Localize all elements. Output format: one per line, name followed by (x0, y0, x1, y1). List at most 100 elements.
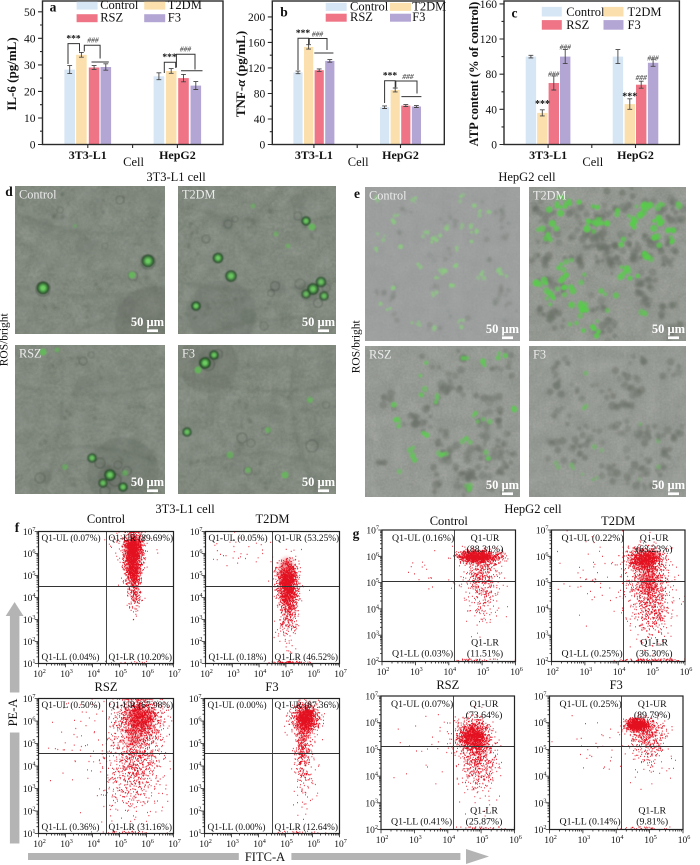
svg-text:50 μm: 50 μm (486, 322, 520, 336)
svg-text:50 μm: 50 μm (302, 475, 336, 489)
svg-text:104: 104 (534, 771, 547, 783)
svg-text:Q1-LL (0.00%): Q1-LL (0.00%) (208, 822, 266, 833)
svg-text:g: g (353, 526, 360, 541)
svg-text:102: 102 (33, 838, 46, 850)
svg-text:120: 120 (248, 63, 266, 75)
svg-text:RSZ: RSZ (100, 11, 123, 25)
svg-text:200: 200 (248, 12, 266, 24)
svg-text:103: 103 (366, 630, 379, 642)
svg-text:###: ### (86, 36, 99, 45)
svg-text:102: 102 (200, 668, 213, 680)
svg-text:105: 105 (114, 838, 127, 850)
svg-text:Q1-LL (0.25%): Q1-LL (0.25%) (562, 649, 623, 660)
svg-text:###: ### (547, 70, 560, 79)
svg-text:F3: F3 (412, 10, 425, 24)
svg-text:102: 102 (544, 834, 557, 846)
svg-text:F3: F3 (610, 678, 623, 692)
svg-text:107: 107 (365, 691, 378, 703)
svg-text:107: 107 (536, 525, 549, 537)
svg-text:105: 105 (646, 666, 659, 678)
svg-text:T2DM: T2DM (182, 188, 216, 202)
svg-text:Q1-UL (0.50%): Q1-UL (0.50%) (42, 700, 101, 711)
svg-text:Control: Control (350, 0, 389, 13)
svg-text:***: *** (296, 29, 311, 39)
svg-text:104: 104 (536, 603, 549, 615)
svg-text:101: 101 (189, 828, 202, 840)
svg-text:###: ### (311, 30, 324, 39)
svg-text:102: 102 (23, 806, 36, 818)
svg-text:40: 40 (24, 33, 36, 45)
svg-text:105: 105 (534, 744, 547, 756)
svg-text:T2DM: T2DM (412, 0, 446, 13)
svg-text:Q1-LL (0.18%): Q1-LL (0.18%) (209, 652, 267, 663)
svg-text:c: c (512, 6, 518, 21)
svg-text:103: 103 (23, 614, 36, 626)
svg-text:0: 0 (30, 140, 36, 152)
svg-text:50 μm: 50 μm (652, 322, 686, 336)
svg-text:105: 105 (644, 834, 657, 846)
svg-text:Control: Control (100, 0, 139, 12)
svg-text:106: 106 (534, 717, 547, 729)
svg-text:105: 105 (477, 666, 490, 678)
svg-text:103: 103 (226, 838, 239, 850)
svg-text:HepG2: HepG2 (382, 148, 419, 162)
svg-text:Control: Control (87, 512, 126, 526)
svg-text:TNF-α (pg/mL): TNF-α (pg/mL) (233, 31, 248, 117)
svg-text:103: 103 (227, 668, 240, 680)
svg-text:Q1-LR (46.52%): Q1-LR (46.52%) (275, 652, 339, 663)
svg-text:106: 106 (307, 668, 320, 680)
svg-text:RSZ: RSZ (436, 678, 459, 692)
svg-text:103: 103 (365, 797, 378, 809)
svg-text:IL-6 (pg/mL): IL-6 (pg/mL) (4, 37, 19, 110)
svg-text:102: 102 (199, 838, 212, 850)
svg-text:HepG2: HepG2 (159, 148, 196, 162)
svg-text:Q1-UL (0.00%): Q1-UL (0.00%) (208, 700, 267, 711)
svg-text:105: 105 (23, 738, 36, 750)
svg-text:101: 101 (23, 828, 36, 840)
svg-text:104: 104 (366, 603, 379, 615)
svg-text:106: 106 (23, 548, 36, 560)
svg-text:Q1-UR (53.25%): Q1-UR (53.25%) (275, 533, 340, 544)
svg-text:107: 107 (23, 526, 36, 538)
svg-text:50 μm: 50 μm (652, 478, 686, 492)
svg-text:105: 105 (366, 577, 379, 589)
svg-text:106: 106 (365, 717, 378, 729)
svg-text:ATP content (% of control): ATP content (% of control) (467, 2, 481, 147)
svg-text:80: 80 (486, 69, 498, 81)
svg-text:102: 102 (23, 636, 36, 648)
svg-text:106: 106 (189, 716, 202, 728)
svg-text:107: 107 (334, 668, 347, 680)
svg-text:(88.31%): (88.31%) (467, 544, 504, 555)
svg-text:Control: Control (430, 514, 469, 528)
svg-text:Q1-LL (0.14%): Q1-LL (0.14%) (560, 817, 621, 828)
svg-text:Q1-LR (12.64%): Q1-LR (12.64%) (275, 822, 339, 833)
svg-text:T2DM: T2DM (601, 514, 635, 528)
svg-text:106: 106 (536, 551, 549, 563)
svg-text:RSZ: RSZ (369, 348, 392, 362)
svg-text:104: 104 (613, 666, 626, 678)
svg-text:FITC-A: FITC-A (245, 850, 285, 864)
svg-text:f: f (15, 520, 20, 535)
svg-text:106: 106 (141, 668, 154, 680)
svg-text:(63.23%): (63.23%) (636, 544, 673, 555)
svg-text:T2DM: T2DM (255, 512, 289, 526)
svg-text:Q1-LL (0.04%): Q1-LL (0.04%) (42, 652, 100, 663)
svg-text:106: 106 (678, 834, 691, 846)
svg-text:105: 105 (476, 834, 489, 846)
svg-text:107: 107 (366, 525, 379, 537)
svg-text:Q1-LR (31.16%): Q1-LR (31.16%) (109, 822, 173, 833)
svg-text:Q1-LL (0.03%): Q1-LL (0.03%) (392, 649, 453, 660)
svg-text:###: ### (401, 72, 414, 81)
svg-text:F3: F3 (265, 680, 278, 694)
svg-text:106: 106 (307, 838, 320, 850)
svg-text:Q1-UR: Q1-UR (470, 699, 499, 710)
svg-text:105: 105 (190, 570, 203, 582)
svg-text:106: 106 (366, 551, 379, 563)
svg-text:3T3-L1: 3T3-L1 (529, 148, 567, 162)
svg-text:Q1-UR (89.69%): Q1-UR (89.69%) (109, 533, 174, 544)
svg-text:102: 102 (365, 824, 378, 836)
svg-text:Q1-LR: Q1-LR (471, 638, 499, 649)
svg-text:105: 105 (365, 744, 378, 756)
svg-text:160: 160 (248, 37, 266, 49)
svg-text:103: 103 (580, 666, 593, 678)
